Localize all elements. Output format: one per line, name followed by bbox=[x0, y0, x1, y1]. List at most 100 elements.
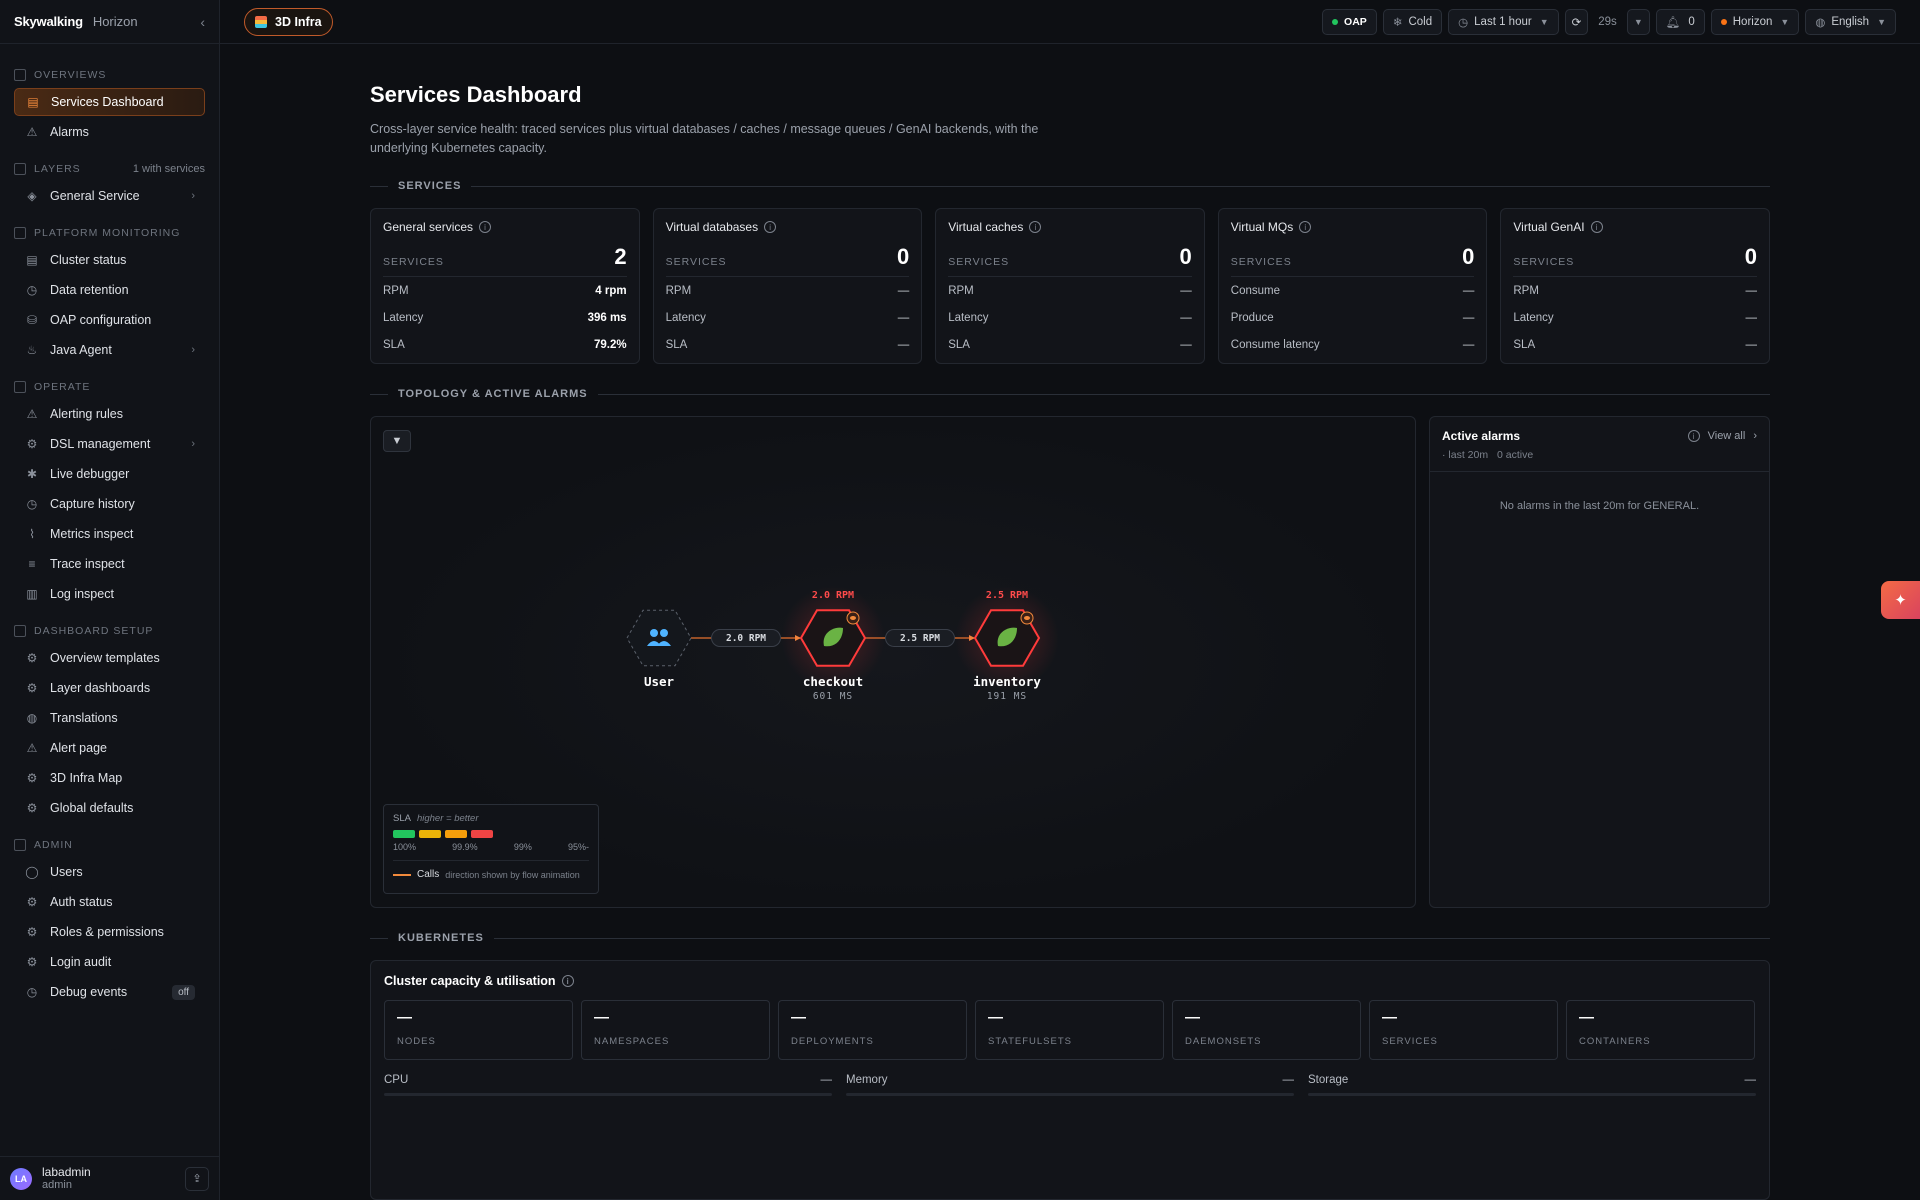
sidebar-item-data-retention[interactable]: ◷ Data retention bbox=[14, 276, 205, 304]
sidebar-item-trace-inspect[interactable]: ≡ Trace inspect bbox=[14, 550, 205, 578]
node-latency: 191 MS bbox=[986, 691, 1028, 702]
language-label: English bbox=[1831, 15, 1870, 28]
legend-swatch bbox=[445, 830, 467, 838]
services-count: 0 bbox=[1462, 244, 1475, 269]
card-title-row: Virtual GenAI i bbox=[1513, 220, 1757, 234]
clock-icon: ◷ bbox=[26, 497, 38, 511]
time-range-select[interactable]: ◷ Last 1 hour ▼ bbox=[1448, 8, 1559, 35]
view-all-link[interactable]: View all bbox=[1707, 430, 1746, 442]
metric-label: Latency bbox=[665, 311, 706, 324]
refresh-button[interactable]: ⟳ bbox=[1564, 8, 1589, 35]
metric-row: Produce — bbox=[1231, 304, 1475, 331]
sidebar-item-cluster-status[interactable]: ▤ Cluster status bbox=[14, 246, 205, 274]
alarms-title: Active alarms bbox=[1442, 429, 1521, 443]
alarms-window: · last 20m bbox=[1442, 449, 1489, 461]
metric-row: Latency 396 ms bbox=[383, 304, 627, 331]
user-role: admin bbox=[42, 1178, 72, 1191]
sidebar-item-log-inspect[interactable]: ▥ Log inspect bbox=[14, 580, 205, 608]
legend-stop: 100% bbox=[393, 842, 417, 852]
info-icon[interactable]: i bbox=[561, 975, 574, 987]
node-label[interactable]: checkout bbox=[802, 674, 864, 689]
metric-label: SLA bbox=[1513, 338, 1536, 351]
node-label[interactable]: User bbox=[643, 674, 675, 689]
k8s-tile-value: — bbox=[791, 1009, 806, 1026]
k8s-tile-daemonsets: — DAEMONSETS bbox=[1172, 1000, 1361, 1060]
language-select[interactable]: ◍ English ▼ bbox=[1805, 8, 1896, 35]
filter-icon[interactable]: ▼ bbox=[383, 430, 411, 452]
sidebar-item-live-debugger[interactable]: ✱ Live debugger bbox=[14, 460, 205, 488]
user-meta: labadmin admin bbox=[42, 1164, 91, 1192]
sidebar-item-general-service[interactable]: ◈ General Service › bbox=[14, 182, 205, 210]
k8s-tile-label: NODES bbox=[397, 1036, 436, 1047]
sidebar-item-label: 3D Infra Map bbox=[50, 771, 123, 785]
sidebar-item-capture-history[interactable]: ◷ Capture history bbox=[14, 490, 205, 518]
refresh-interval-select[interactable]: ▼ bbox=[1626, 8, 1650, 35]
avatar[interactable]: LA bbox=[10, 1167, 32, 1190]
metric-value: — bbox=[1180, 284, 1192, 297]
metric-label: Latency bbox=[948, 311, 989, 324]
sidebar-item-3d-infra-map[interactable]: ⚙ 3D Infra Map bbox=[14, 764, 205, 792]
sidebar-item-alert-page[interactable]: ⚠ Alert page bbox=[14, 734, 205, 762]
info-icon[interactable]: i bbox=[1029, 221, 1042, 233]
gear-icon: ⚙ bbox=[26, 771, 38, 785]
sidebar-item-label: Live debugger bbox=[50, 467, 130, 481]
sidebar-item-translations[interactable]: ◍ Translations bbox=[14, 704, 205, 732]
topology-map[interactable]: ▼ SLA higher = better 100% 99.9% 99% 95%- C… bbox=[370, 416, 1416, 908]
sidebar-item-java-agent[interactable]: ♨ Java Agent › bbox=[14, 336, 205, 364]
oap-status-badge[interactable]: OAP bbox=[1322, 8, 1377, 35]
log-icon: ▥ bbox=[26, 587, 38, 601]
node-label[interactable]: inventory bbox=[973, 674, 1041, 689]
calls-line-icon bbox=[393, 873, 411, 876]
metric-label: RPM bbox=[948, 284, 974, 297]
3d-infra-button[interactable]: 3D Infra bbox=[244, 7, 333, 36]
sidebar-item-metrics-inspect[interactable]: ⌇ Metrics inspect bbox=[14, 520, 205, 548]
k8s-tile-label: STATEFULSETS bbox=[988, 1036, 1072, 1047]
theme-select[interactable]: Horizon ▼ bbox=[1710, 8, 1800, 35]
skywalking-logo[interactable]: Skywalking bbox=[14, 14, 83, 29]
card-title-row: General services i bbox=[383, 220, 627, 234]
notifications-button[interactable]: 🔔︎ 0 bbox=[1655, 8, 1705, 35]
gear-icon: ⚙ bbox=[26, 895, 38, 909]
sidebar-item-overview-templates[interactable]: ⚙ Overview templates bbox=[14, 644, 205, 672]
sidebar-item-label: Debug events bbox=[50, 985, 128, 999]
k8s-tile-value: — bbox=[1579, 1009, 1594, 1026]
card-title-row: Virtual databases i bbox=[666, 220, 910, 234]
users-icon bbox=[660, 629, 668, 637]
logout-icon[interactable]: ⇪ bbox=[185, 1166, 209, 1191]
k8s-tile-statefulsets: — STATEFULSETS bbox=[975, 1000, 1164, 1060]
sidebar-item-layer-dashboards[interactable]: ⚙ Layer dashboards bbox=[14, 674, 205, 702]
sidebar-item-login-audit[interactable]: ⚙ Login audit bbox=[14, 948, 205, 976]
sidebar-item-services-dashboard[interactable]: ▤ Services Dashboard bbox=[14, 88, 205, 116]
users-icon bbox=[647, 641, 671, 646]
debug-toggle-badge[interactable]: off bbox=[172, 984, 195, 1000]
card-title: Virtual databases bbox=[665, 220, 759, 234]
sidebar-item-alerting-rules[interactable]: ⚠ Alerting rules bbox=[14, 400, 205, 428]
sidebar-item-dsl-management[interactable]: ⚙ DSL management › bbox=[14, 430, 205, 458]
gear-icon: ⚙ bbox=[26, 437, 38, 451]
chevron-left-icon[interactable]: ‹ bbox=[200, 13, 205, 30]
java-badge-icon bbox=[1024, 616, 1030, 620]
ai-assistant-button[interactable]: ✦ bbox=[1881, 581, 1920, 619]
sidebar-item-debug-events[interactable]: ◷ Debug events off bbox=[14, 978, 205, 1006]
theme-label: Horizon bbox=[1732, 15, 1773, 28]
service-card: Virtual databases i SERVICES 0 RPM — Latency — S… bbox=[652, 208, 923, 364]
sidebar-item-roles-permissions[interactable]: ⚙ Roles & permissions bbox=[14, 918, 205, 946]
info-icon[interactable]: i bbox=[1687, 430, 1700, 442]
user-name: labadmin bbox=[42, 1164, 91, 1179]
chevron-right-icon: › bbox=[191, 344, 195, 356]
metric-value: — bbox=[897, 284, 910, 297]
info-icon[interactable]: i bbox=[479, 221, 492, 233]
sidebar-item-auth-status[interactable]: ⚙ Auth status bbox=[14, 888, 205, 916]
info-icon[interactable]: i bbox=[1299, 221, 1312, 233]
user-profile[interactable]: LA labadmin admin ⇪ bbox=[0, 1156, 219, 1200]
cold-toggle[interactable]: ❄ Cold bbox=[1382, 8, 1443, 35]
sidebar-item-users[interactable]: ◯ Users bbox=[14, 858, 205, 886]
sidebar-item-label: General Service bbox=[50, 189, 140, 203]
sidebar-item-oap-configuration[interactable]: ⛁ OAP configuration bbox=[14, 306, 205, 334]
card-title: Virtual caches bbox=[948, 220, 1024, 234]
info-icon[interactable]: i bbox=[764, 221, 777, 233]
info-icon[interactable]: i bbox=[1590, 221, 1603, 233]
sidebar-item-alarms[interactable]: ⚠ Alarms bbox=[14, 118, 205, 146]
sidebar-item-global-defaults[interactable]: ⚙ Global defaults bbox=[14, 794, 205, 822]
nav-section-label: PLATFORM MONITORING bbox=[34, 227, 181, 239]
